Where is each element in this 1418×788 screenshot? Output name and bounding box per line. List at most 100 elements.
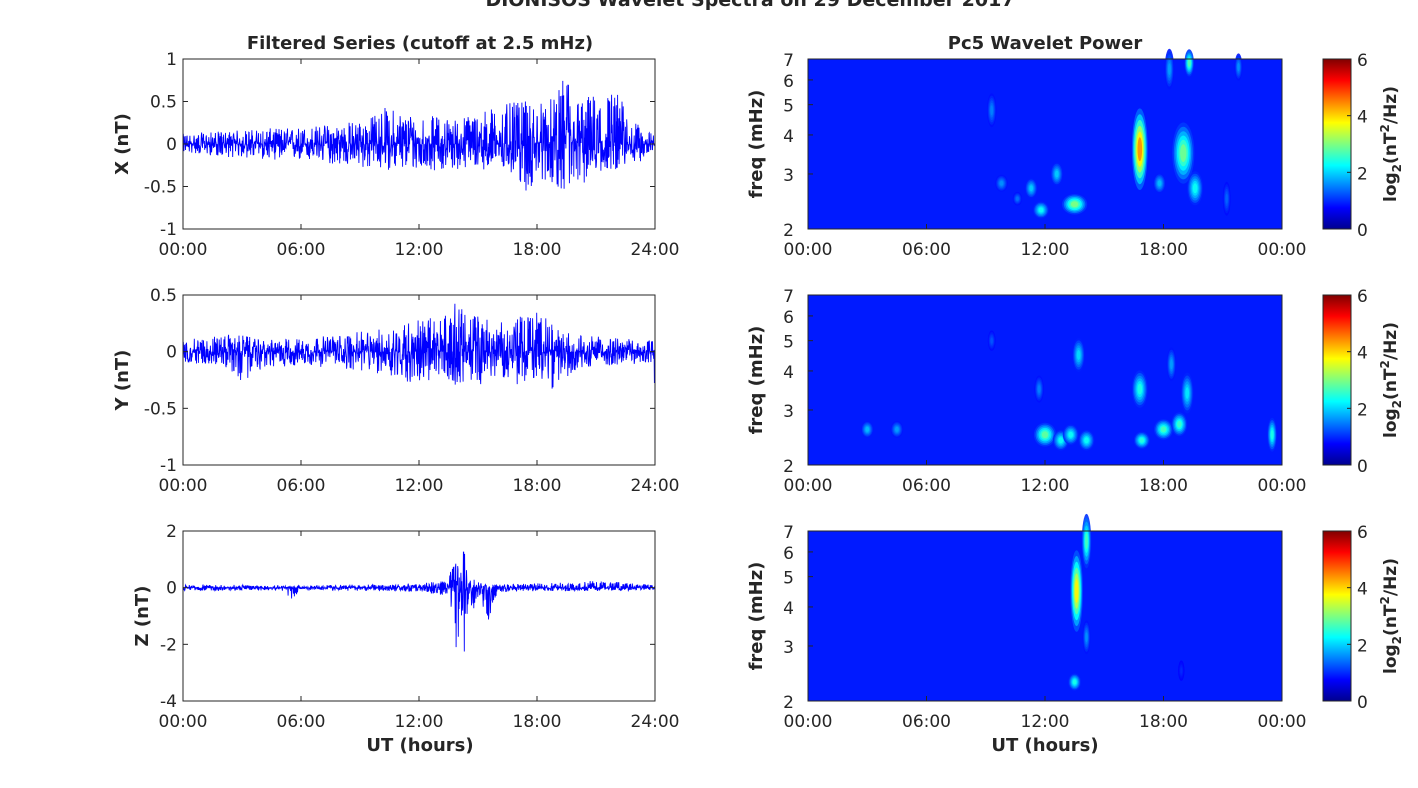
right-column-title: Pc5 Wavelet Power bbox=[948, 33, 1143, 54]
power-blob bbox=[1170, 359, 1173, 370]
power-blob bbox=[1076, 350, 1081, 360]
x-tick-label: 00:00 bbox=[784, 476, 833, 496]
colorbar-tick-label: 0 bbox=[1357, 221, 1368, 241]
freq-tick-label: 5 bbox=[783, 569, 794, 589]
freq-tick-label: 4 bbox=[783, 599, 794, 619]
power-blob bbox=[990, 105, 994, 116]
freq-tick-label: 4 bbox=[783, 127, 794, 147]
trace-z bbox=[182, 551, 656, 652]
x-tick-label: 00:00 bbox=[784, 712, 833, 732]
power-blob bbox=[1180, 667, 1183, 674]
y-tick-label: -1 bbox=[160, 220, 177, 240]
freq-tick-label: 2 bbox=[783, 457, 794, 477]
heatmap-background bbox=[808, 531, 1282, 701]
colorbar-tick-label: 6 bbox=[1357, 523, 1368, 543]
figure-title: DIONISOS Wavelet Spectra on 29 December … bbox=[485, 0, 1014, 11]
power-blob bbox=[1157, 180, 1162, 187]
power-blob bbox=[1137, 137, 1143, 162]
power-blob bbox=[990, 337, 993, 344]
x-tick-label: 00:00 bbox=[159, 712, 208, 732]
power-blob bbox=[1070, 201, 1079, 208]
y-axis-label: Z (nT) bbox=[132, 586, 153, 647]
x-tick-label: 18:00 bbox=[513, 240, 562, 260]
freq-tick-label: 3 bbox=[783, 402, 794, 422]
y-tick-label: 1 bbox=[166, 50, 177, 70]
power-blob bbox=[999, 180, 1004, 186]
x-tick-label: 12:00 bbox=[1021, 712, 1070, 732]
line-panel-y: -1 -0.5 0 0.5 00:00 06:00 12:00 18:00 24:00 Y (nT… bbox=[112, 286, 680, 496]
line-panel-z: -4 -2 0 2 00:00 06:00 12:00 18:00 24:00 Z (nT) bbox=[132, 522, 680, 732]
freq-tick-label: 7 bbox=[783, 523, 794, 543]
x-tick-label: 00:00 bbox=[1258, 476, 1307, 496]
trace-x bbox=[182, 80, 656, 191]
freq-tick-label: 5 bbox=[783, 97, 794, 117]
power-blob bbox=[1055, 170, 1059, 178]
power-blob bbox=[1139, 437, 1145, 443]
freq-tick-label: 6 bbox=[783, 72, 794, 92]
colorbar-label: log2(nT2/Hz) bbox=[1378, 558, 1404, 674]
x-tick-label: 18:00 bbox=[513, 476, 562, 496]
freq-axis-label: freq (mHz) bbox=[746, 326, 767, 435]
colorbar-tick-label: 4 bbox=[1357, 580, 1368, 600]
power-blob bbox=[1168, 63, 1171, 75]
colorbar-tick-label: 4 bbox=[1357, 108, 1368, 128]
x-tick-label: 12:00 bbox=[395, 240, 444, 260]
power-blob bbox=[1074, 579, 1079, 603]
power-blob bbox=[1041, 431, 1049, 439]
colorbar-tick-label: 2 bbox=[1357, 400, 1368, 420]
y-tick-label: -0.5 bbox=[144, 399, 177, 419]
y-tick-label: 0.5 bbox=[150, 286, 177, 306]
x-tick-label: 06:00 bbox=[277, 240, 326, 260]
x-tick-label: 00:00 bbox=[159, 476, 208, 496]
colorbar-label: log2(nT2/Hz) bbox=[1378, 86, 1404, 202]
x-tick-label: 06:00 bbox=[902, 712, 951, 732]
heatmap-background bbox=[808, 59, 1282, 229]
x-tick-label: 18:00 bbox=[1139, 476, 1188, 496]
x-tick-label: 06:00 bbox=[277, 476, 326, 496]
x-tick-label: 24:00 bbox=[631, 712, 680, 732]
x-tick-label: 12:00 bbox=[1021, 240, 1070, 260]
x-tick-label: 06:00 bbox=[902, 240, 951, 260]
freq-tick-label: 5 bbox=[783, 333, 794, 353]
y-tick-label: -2 bbox=[160, 635, 177, 655]
power-blob bbox=[1072, 679, 1077, 685]
colorbar-tick-label: 6 bbox=[1357, 51, 1368, 71]
plot-layer: -1 -0.5 0 0.5 1 00:00 06:00 12:00 18:00 24:00 X (n… bbox=[112, 48, 1404, 732]
y-tick-label: -1 bbox=[160, 456, 177, 476]
freq-tick-label: 6 bbox=[783, 308, 794, 328]
power-blob bbox=[1180, 144, 1187, 163]
colorbar bbox=[1322, 294, 1352, 466]
colorbar-tick-label: 2 bbox=[1357, 636, 1368, 656]
x-tick-label: 06:00 bbox=[902, 476, 951, 496]
colorbar-tick-label: 2 bbox=[1357, 164, 1368, 184]
y-tick-label: 0 bbox=[166, 343, 177, 363]
left-xlabel: UT (hours) bbox=[366, 735, 473, 756]
line-panel-x: -1 -0.5 0 0.5 1 00:00 06:00 12:00 18:00 24:00 X (n… bbox=[112, 50, 680, 260]
colorbar-tick-label: 0 bbox=[1357, 693, 1368, 713]
line-panel-bg bbox=[183, 295, 655, 465]
power-blob bbox=[1187, 58, 1191, 67]
freq-axis-label: freq (mHz) bbox=[746, 90, 767, 199]
power-blob bbox=[1038, 207, 1044, 213]
x-tick-label: 12:00 bbox=[395, 712, 444, 732]
power-blob bbox=[1137, 383, 1143, 395]
freq-tick-label: 3 bbox=[783, 166, 794, 186]
power-blob bbox=[865, 426, 870, 432]
power-blob bbox=[1085, 632, 1088, 643]
colorbar-label: log2(nT2/Hz) bbox=[1378, 322, 1404, 438]
freq-tick-label: 7 bbox=[783, 51, 794, 71]
freq-tick-label: 3 bbox=[783, 638, 794, 658]
power-blob bbox=[1084, 437, 1089, 444]
x-tick-label: 24:00 bbox=[631, 240, 680, 260]
power-blob bbox=[1160, 426, 1167, 433]
colorbar-tick-label: 6 bbox=[1357, 287, 1368, 307]
y-tick-label: -0.5 bbox=[144, 178, 177, 198]
x-tick-label: 18:00 bbox=[513, 712, 562, 732]
x-tick-label: 06:00 bbox=[277, 712, 326, 732]
x-tick-label: 24:00 bbox=[631, 476, 680, 496]
line-panel-bg bbox=[183, 531, 655, 701]
power-blob bbox=[1270, 429, 1274, 440]
